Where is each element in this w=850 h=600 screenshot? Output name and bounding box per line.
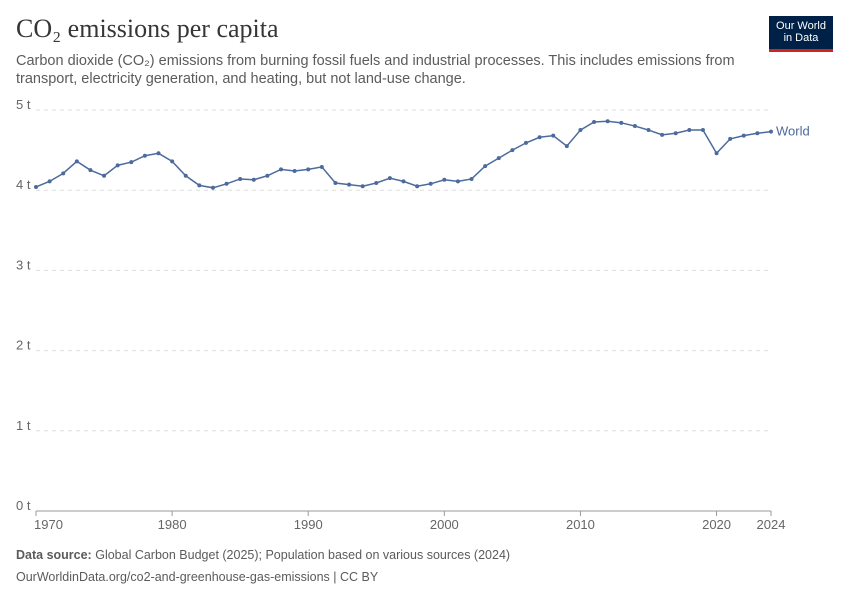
data-point bbox=[496, 156, 501, 161]
data-point bbox=[292, 168, 297, 173]
x-tick-label: 1970 bbox=[34, 517, 63, 532]
data-point bbox=[483, 164, 488, 169]
data-point bbox=[442, 177, 447, 182]
data-point bbox=[728, 136, 733, 141]
data-point bbox=[102, 173, 107, 178]
data-point bbox=[170, 159, 175, 164]
data-point bbox=[360, 184, 365, 189]
data-point bbox=[183, 173, 188, 178]
data-point bbox=[374, 180, 379, 185]
source-text: Global Carbon Budget (2025); Population … bbox=[95, 548, 511, 562]
data-point bbox=[646, 128, 651, 133]
data-point bbox=[578, 128, 583, 133]
y-tick-label: 4 t bbox=[16, 177, 31, 192]
data-point bbox=[755, 131, 760, 136]
data-point bbox=[197, 183, 202, 188]
data-point bbox=[605, 119, 610, 124]
data-point bbox=[469, 176, 474, 181]
logo-line: Our World bbox=[776, 20, 826, 32]
data-point bbox=[88, 168, 93, 173]
data-point bbox=[34, 184, 38, 189]
data-point bbox=[387, 176, 392, 181]
data-point bbox=[632, 124, 637, 129]
data-point bbox=[455, 179, 460, 184]
data-point bbox=[510, 148, 515, 153]
chart: 0 t 1 t 2 t 3 t 4 t 5 t 1970 1980 1990 2000 2010 20… bbox=[16, 97, 810, 532]
data-point bbox=[524, 140, 528, 145]
y-tick-label: 5 t bbox=[16, 97, 31, 112]
data-point bbox=[210, 185, 215, 190]
x-tick-label: 2010 bbox=[566, 517, 595, 532]
source-label: Data source: bbox=[16, 548, 92, 562]
data-point bbox=[769, 129, 773, 134]
data-point bbox=[156, 151, 161, 156]
data-point bbox=[129, 160, 134, 165]
data-point bbox=[224, 181, 229, 186]
data-point bbox=[660, 132, 665, 137]
data-point bbox=[61, 171, 66, 176]
data-point bbox=[142, 153, 147, 158]
x-tick-label: 2000 bbox=[430, 517, 459, 532]
data-point bbox=[319, 164, 324, 169]
data-point bbox=[537, 135, 542, 140]
chart-subtitle: Carbon dioxide (CO₂) emissions from burn… bbox=[16, 53, 735, 87]
data-point bbox=[401, 179, 406, 184]
data-point bbox=[564, 144, 569, 149]
data-point bbox=[592, 120, 597, 125]
data-point bbox=[673, 131, 678, 136]
data-point bbox=[74, 159, 79, 164]
data-point bbox=[347, 182, 352, 187]
logo-line: in Data bbox=[783, 32, 819, 44]
data-point bbox=[279, 167, 283, 172]
data-point bbox=[551, 133, 556, 138]
data-point bbox=[428, 181, 433, 186]
y-tick-label: 1 t bbox=[16, 418, 31, 433]
data-point bbox=[47, 179, 52, 184]
y-tick-label: 3 t bbox=[16, 257, 31, 272]
footer[interactable]: OurWorldinData.org/co2-and-greenhouse-ga… bbox=[16, 570, 379, 584]
chart-title: CO₂ emissions per capita bbox=[16, 14, 279, 43]
data-point bbox=[741, 133, 746, 138]
data-point bbox=[306, 167, 311, 172]
x-tick-label: 2020 bbox=[702, 517, 731, 532]
data-point bbox=[714, 151, 719, 156]
x-tick-label: 2024 bbox=[757, 517, 786, 532]
source: Data source: Global Carbon Budget (2025)… bbox=[16, 548, 510, 562]
data-point bbox=[251, 177, 256, 182]
data-point bbox=[619, 120, 624, 125]
data-point bbox=[687, 128, 692, 133]
y-tick-label: 2 t bbox=[16, 338, 31, 353]
x-tick-label: 1990 bbox=[294, 517, 323, 532]
y-tick-label: 0 t bbox=[16, 498, 31, 513]
data-point bbox=[333, 180, 338, 185]
data-point bbox=[415, 184, 420, 189]
logo[interactable]: Our World in Data bbox=[769, 16, 833, 52]
x-tick-label: 1980 bbox=[158, 517, 187, 532]
data-point bbox=[238, 176, 243, 181]
data-point bbox=[700, 128, 705, 133]
series-label: World bbox=[776, 124, 810, 139]
data-point bbox=[115, 163, 120, 168]
data-point bbox=[265, 173, 270, 178]
